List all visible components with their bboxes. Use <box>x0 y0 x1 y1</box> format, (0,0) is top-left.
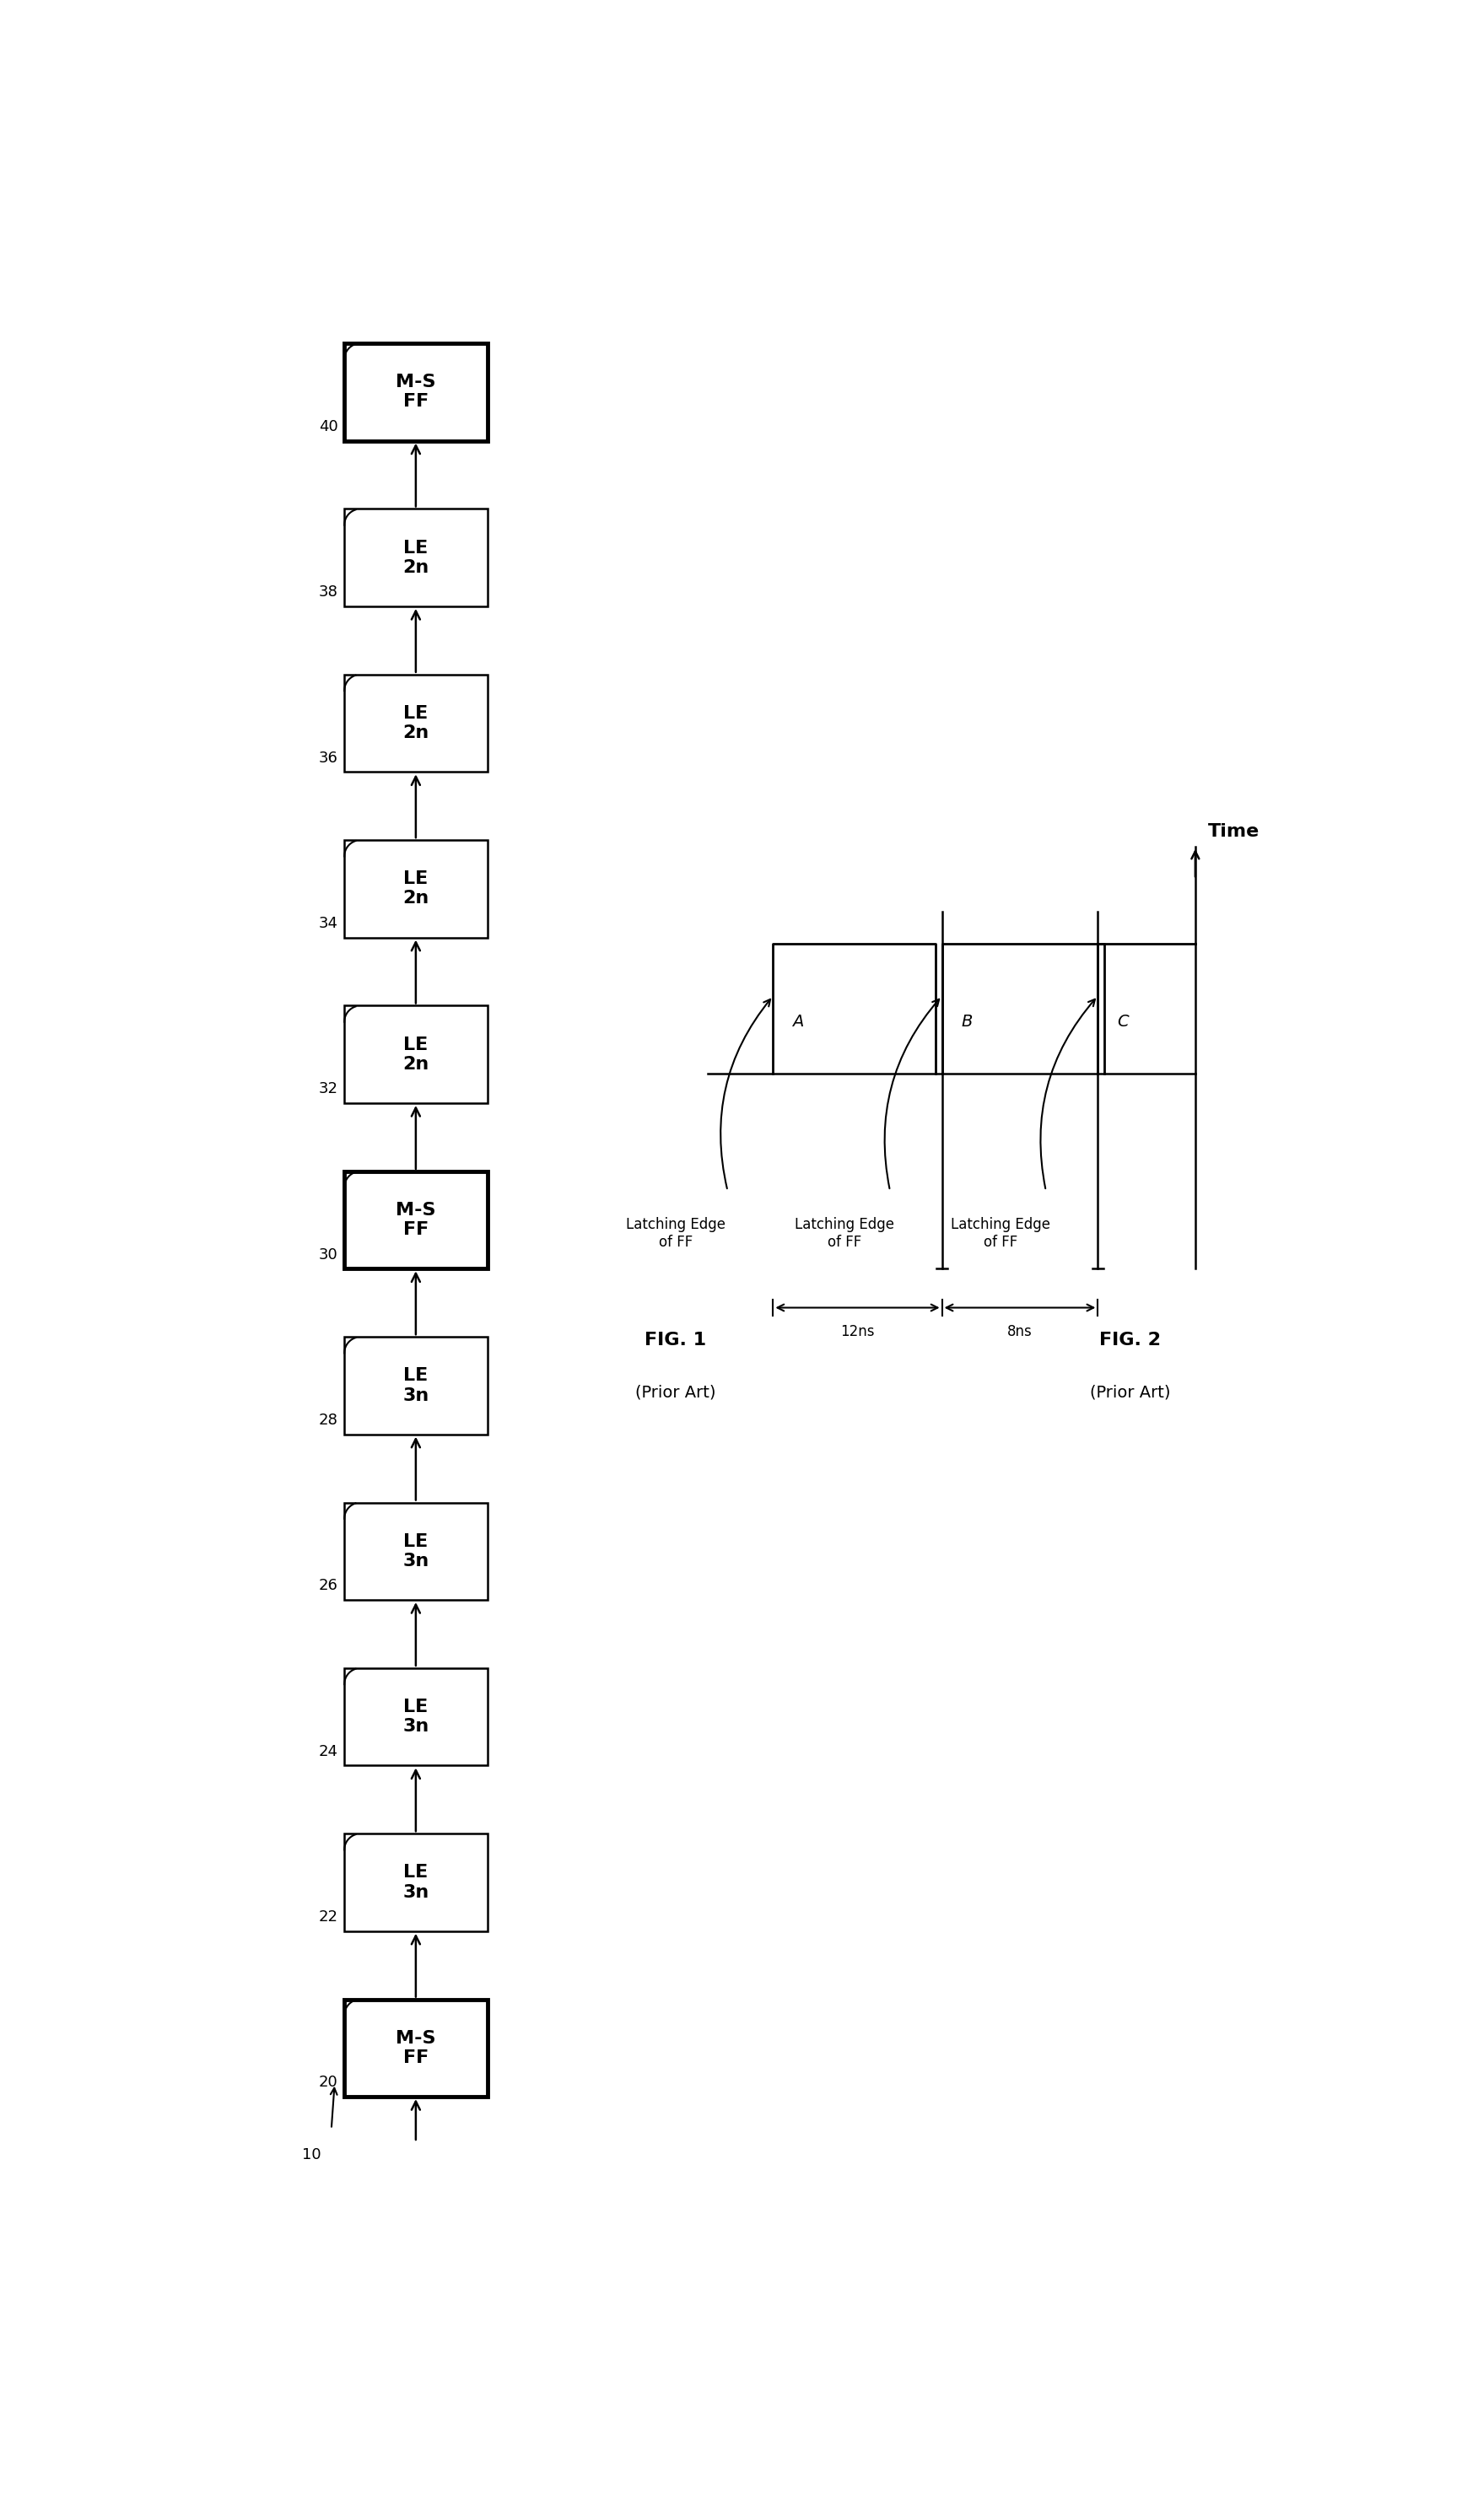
Text: 24: 24 <box>318 1744 338 1759</box>
FancyBboxPatch shape <box>344 675 488 771</box>
Text: LE
2n: LE 2n <box>402 539 429 577</box>
Text: LE
2n: LE 2n <box>402 869 429 907</box>
Text: 20: 20 <box>319 2074 338 2089</box>
FancyBboxPatch shape <box>344 1668 488 1767</box>
FancyBboxPatch shape <box>344 1835 488 1930</box>
Text: 38: 38 <box>319 585 338 600</box>
Text: M-S
FF: M-S FF <box>396 1202 436 1237</box>
Text: 26: 26 <box>319 1578 338 1593</box>
FancyBboxPatch shape <box>344 1998 488 2097</box>
FancyBboxPatch shape <box>344 839 488 937</box>
Text: 40: 40 <box>319 418 338 433</box>
Text: LE
3n: LE 3n <box>402 1865 429 1900</box>
Text: FIG. 1: FIG. 1 <box>644 1331 706 1348</box>
FancyBboxPatch shape <box>344 1005 488 1104</box>
Text: 12ns: 12ns <box>841 1323 875 1338</box>
FancyBboxPatch shape <box>344 343 488 441</box>
Text: Latching Edge
of FF: Latching Edge of FF <box>625 1217 726 1250</box>
FancyBboxPatch shape <box>344 1338 488 1434</box>
Text: 34: 34 <box>318 915 338 930</box>
Text: 8ns: 8ns <box>1008 1323 1033 1338</box>
Text: 28: 28 <box>319 1414 338 1429</box>
Text: 36: 36 <box>319 751 338 766</box>
Text: M-S
FF: M-S FF <box>396 2029 436 2066</box>
Text: (Prior Art): (Prior Art) <box>1091 1383 1171 1401</box>
Text: 10: 10 <box>303 2147 321 2162</box>
Text: LE
2n: LE 2n <box>402 706 429 741</box>
Text: Latching Edge
of FF: Latching Edge of FF <box>795 1217 894 1250</box>
Text: (Prior Art): (Prior Art) <box>636 1383 715 1401</box>
Text: B: B <box>962 1013 973 1031</box>
Text: 30: 30 <box>319 1247 338 1263</box>
FancyBboxPatch shape <box>344 509 488 607</box>
Text: Latching Edge
of FF: Latching Edge of FF <box>950 1217 1051 1250</box>
Text: A: A <box>792 1013 804 1031</box>
Text: LE
3n: LE 3n <box>402 1532 429 1570</box>
Text: Time: Time <box>1209 824 1259 839</box>
FancyBboxPatch shape <box>344 1502 488 1600</box>
Text: LE
3n: LE 3n <box>402 1368 429 1404</box>
Text: M-S
FF: M-S FF <box>396 373 436 411</box>
Text: C: C <box>1117 1013 1129 1031</box>
FancyBboxPatch shape <box>344 1172 488 1268</box>
Text: LE
2n: LE 2n <box>402 1036 429 1074</box>
Text: FIG. 2: FIG. 2 <box>1100 1331 1162 1348</box>
Text: 22: 22 <box>318 1910 338 1925</box>
Text: 32: 32 <box>318 1081 338 1096</box>
Text: LE
3n: LE 3n <box>402 1698 429 1734</box>
